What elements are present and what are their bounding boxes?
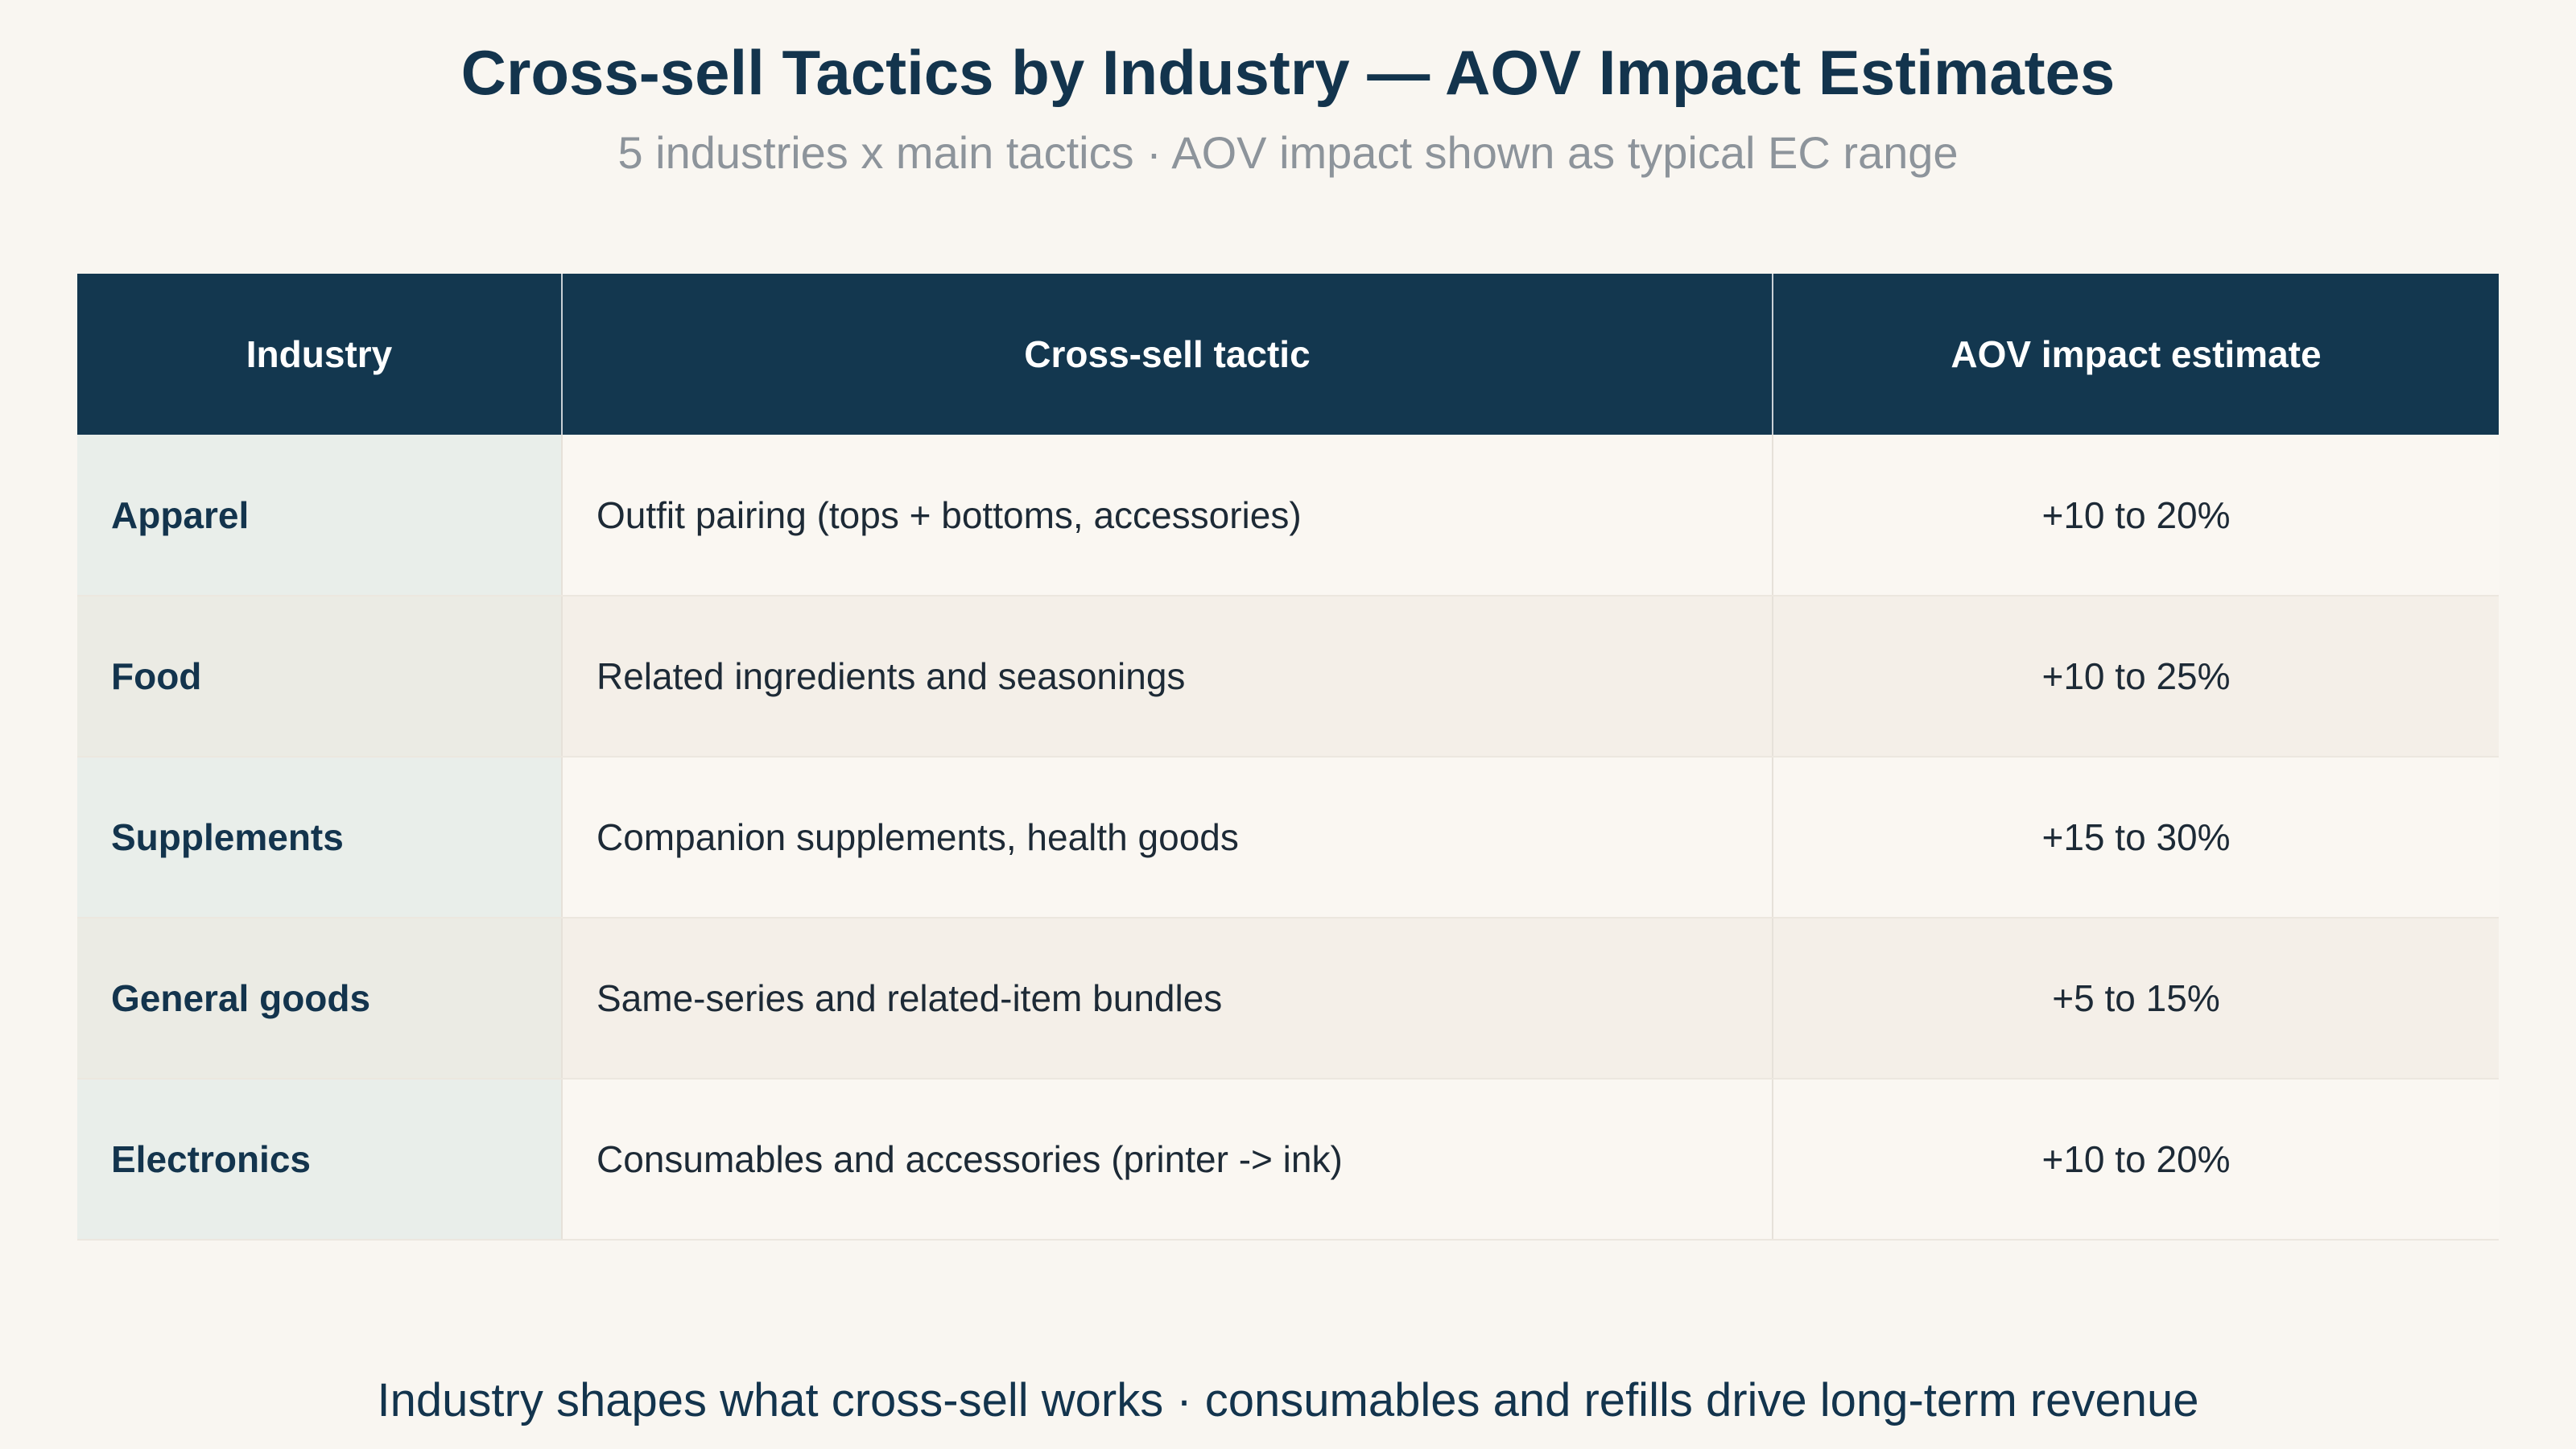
table-row: Electronics Consumables and accessories …: [77, 1079, 2499, 1241]
industry-cell: Electronics: [77, 1079, 563, 1241]
impact-cell: +10 to 20%: [1773, 435, 2499, 597]
table-row: Supplements Companion supplements, healt…: [77, 757, 2499, 919]
impact-cell: +5 to 15%: [1773, 918, 2499, 1080]
column-header-tactic: Cross-sell tactic: [562, 274, 1773, 435]
chart-footnote: Industry shapes what cross-sell works · …: [377, 1374, 2199, 1426]
tactic-cell: Companion supplements, health goods: [562, 757, 1773, 919]
table-header: Industry Cross-sell tactic AOV impact es…: [77, 274, 2499, 435]
table-row: General goods Same-series and related-it…: [77, 918, 2499, 1080]
tactic-cell: Same-series and related-item bundles: [562, 918, 1773, 1080]
tactic-cell: Related ingredients and seasonings: [562, 596, 1773, 758]
industry-cell: Food: [77, 596, 563, 758]
table-row: Food Related ingredients and seasonings …: [77, 596, 2499, 758]
tactic-cell: Consumables and accessories (printer -> …: [562, 1079, 1773, 1241]
chart-subtitle: 5 industries x main tactics · AOV impact…: [617, 127, 1959, 178]
impact-cell: +10 to 20%: [1773, 1079, 2499, 1241]
impact-cell: +10 to 25%: [1773, 596, 2499, 758]
industry-cell: Apparel: [77, 435, 563, 597]
industry-cell: General goods: [77, 918, 563, 1080]
impact-cell: +15 to 30%: [1773, 757, 2499, 919]
chart-title: Cross-sell Tactics by Industry — AOV Imp…: [460, 37, 2116, 108]
tactics-table: Industry Cross-sell tactic AOV impact es…: [77, 274, 2499, 1241]
column-header-impact: AOV impact estimate: [1773, 274, 2499, 435]
header-row: Industry Cross-sell tactic AOV impact es…: [77, 274, 2499, 435]
table-row: Apparel Outfit pairing (tops + bottoms, …: [77, 435, 2499, 597]
tactic-cell: Outfit pairing (tops + bottoms, accessor…: [562, 435, 1773, 597]
column-header-industry: Industry: [77, 274, 563, 435]
table-body: Apparel Outfit pairing (tops + bottoms, …: [77, 435, 2499, 1241]
industry-cell: Supplements: [77, 757, 563, 919]
